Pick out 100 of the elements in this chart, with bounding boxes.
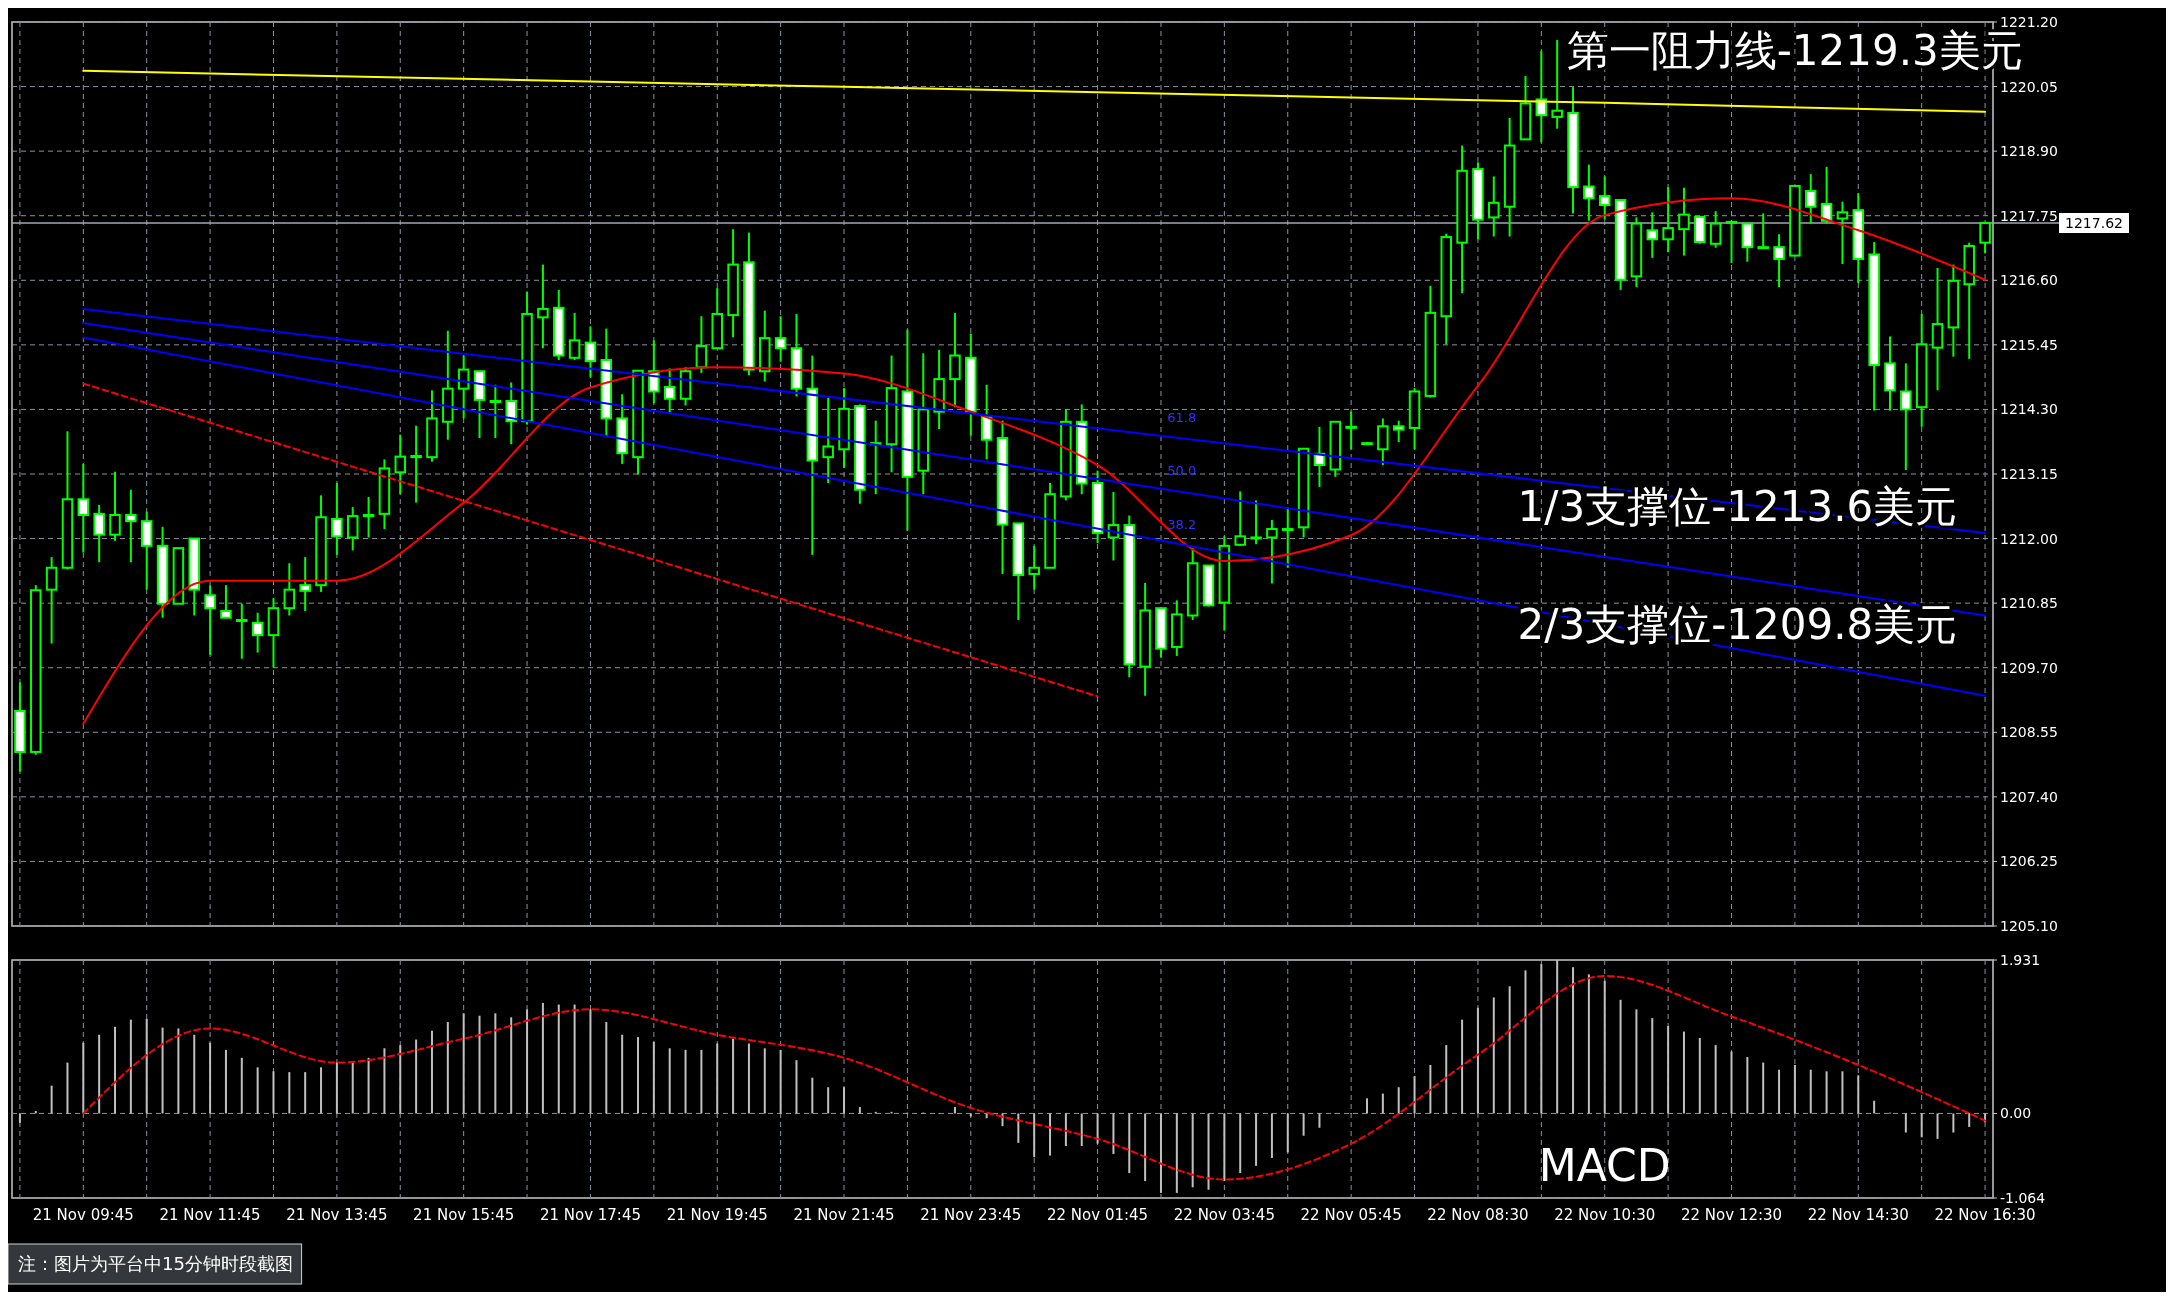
bar — [1825, 1071, 1828, 1114]
bar — [478, 1015, 481, 1114]
x-tick-label: 22 Nov 10:30 — [1554, 1206, 1656, 1224]
candlestick — [45, 556, 58, 645]
line-series — [82, 197, 1987, 725]
bar — [1873, 1100, 1876, 1114]
bar — [541, 1002, 544, 1114]
x-tick-label: 22 Nov 08:30 — [1427, 1206, 1529, 1224]
y-tick-label: 1.931 — [2000, 952, 2041, 968]
bar — [18, 1113, 21, 1123]
bar — [129, 1019, 132, 1114]
bar — [494, 1013, 497, 1114]
candlestick — [1282, 506, 1294, 569]
bar — [1698, 1037, 1701, 1114]
bar — [367, 1057, 370, 1114]
candlestick — [1931, 266, 1944, 392]
candlestick — [568, 311, 581, 362]
bar — [795, 1060, 798, 1114]
bar — [320, 1067, 323, 1114]
bar — [732, 1038, 735, 1114]
bar — [1682, 1031, 1685, 1114]
bar — [763, 1048, 766, 1114]
bar — [1968, 1113, 1971, 1127]
bar — [288, 1072, 291, 1114]
bar — [193, 1034, 196, 1114]
bar — [637, 1037, 639, 1114]
y-tick-label: 1216.60 — [2000, 272, 2058, 289]
bar — [1001, 1113, 1004, 1127]
candlestick — [584, 325, 597, 379]
bar — [526, 1009, 529, 1114]
bar — [256, 1067, 259, 1114]
candlestick — [1741, 222, 1754, 263]
bar — [779, 1049, 782, 1114]
candlestick — [1583, 163, 1595, 222]
x-tick-label: 22 Nov 03:45 — [1173, 1206, 1275, 1224]
y-tick-label: 1220.05 — [2000, 78, 2058, 95]
bar — [1762, 1062, 1765, 1114]
candlestick — [125, 488, 137, 564]
line-series — [82, 974, 1987, 1181]
x-tick-label: 21 Nov 19:45 — [666, 1206, 768, 1224]
bar — [953, 1107, 956, 1114]
annotation: 50.0 — [1167, 462, 1197, 478]
bar — [1397, 1087, 1400, 1114]
bar — [240, 1057, 243, 1114]
bar — [1603, 980, 1606, 1114]
x-tick-label: 22 Nov 05:45 — [1300, 1206, 1402, 1224]
bar — [684, 1049, 687, 1114]
x-tick-label: 21 Nov 09:45 — [32, 1206, 134, 1224]
annotation: 61.8 — [1167, 410, 1197, 426]
x-tick-label: 22 Nov 12:30 — [1680, 1206, 1783, 1224]
bar — [351, 1061, 354, 1114]
bar — [985, 1113, 988, 1119]
candlestick — [1028, 544, 1040, 591]
candlestick — [77, 462, 90, 554]
bar — [1809, 1069, 1812, 1114]
y-tick-label: 1208.55 — [2000, 724, 2058, 741]
x-tick-label: 22 Nov 01:45 — [1047, 1206, 1149, 1224]
y-tick-label: 1207.40 — [2000, 788, 2058, 805]
y-tick-label: 1213.15 — [2000, 466, 2058, 482]
x-tick-label: 21 Nov 11:45 — [159, 1206, 261, 1224]
candlestick — [1804, 173, 1817, 225]
text: 注：图片为平台中15分钟时段截图 — [18, 1253, 293, 1274]
bar — [1239, 1113, 1242, 1174]
bar — [272, 1071, 275, 1114]
bar — [1175, 1113, 1178, 1193]
bar — [1128, 1113, 1131, 1174]
candlestick — [1678, 186, 1690, 257]
bar — [1080, 1113, 1083, 1147]
bar — [1619, 999, 1622, 1114]
bar — [399, 1045, 402, 1114]
candlestick — [410, 424, 422, 504]
bar — [50, 1085, 53, 1114]
x-tick-label: 22 Nov 16:30 — [1934, 1206, 2036, 1224]
candlestick — [822, 396, 834, 484]
bar — [224, 1049, 227, 1114]
bar — [1778, 1069, 1781, 1114]
bar — [1318, 1113, 1321, 1128]
bar — [209, 1042, 212, 1114]
candlestick — [346, 506, 359, 552]
bar — [177, 1028, 180, 1114]
candlestick — [204, 584, 216, 656]
candlestick — [1709, 210, 1722, 249]
bar — [1920, 1113, 1923, 1138]
candlestick — [1392, 419, 1405, 443]
bar — [66, 1062, 69, 1114]
bar — [1730, 1051, 1733, 1114]
candlestick — [1250, 499, 1262, 546]
annotation: 38.2 — [1167, 517, 1197, 533]
bar — [811, 1077, 814, 1114]
bar — [1572, 967, 1575, 1114]
bar — [652, 1041, 655, 1114]
candlestick — [1662, 186, 1674, 254]
candlestick — [1725, 219, 1738, 264]
bar — [1635, 1009, 1638, 1114]
bar — [1793, 1064, 1796, 1114]
bar — [1667, 1026, 1670, 1114]
bar — [1524, 970, 1527, 1114]
y-tick-label: 1206.25 — [2000, 853, 2058, 870]
candlestick — [362, 496, 375, 539]
candlestick — [1773, 233, 1785, 289]
